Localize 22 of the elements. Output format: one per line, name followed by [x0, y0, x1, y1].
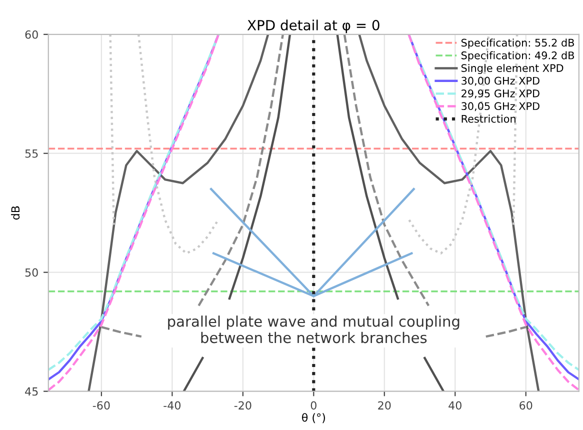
x-tick-label: -60 [92, 401, 110, 410]
x-tick-label: 60 [520, 401, 532, 410]
y-axis-title: dB [10, 206, 20, 220]
y-tick-label: 60 [25, 30, 38, 39]
legend-label: 30,00 GHz XPD [462, 76, 540, 86]
legend-label: Restriction [462, 114, 516, 123]
annotation: parallel plate wave and mutual coupling between the network branches [168, 316, 460, 344]
y-tick-label: 50 [25, 268, 38, 277]
legend-label: 30,05 GHz XPD [462, 102, 540, 112]
y-tick-label: 55 [25, 149, 38, 158]
legend-label: 29,95 GHz XPD [462, 89, 540, 98]
x-tick-label: -40 [164, 401, 181, 410]
x-tick-label: -20 [234, 401, 252, 410]
y-tick-label: 45 [25, 387, 38, 396]
legend-label: Specification: 55.2 dB [461, 38, 574, 49]
x-tick-label: 40 [448, 401, 462, 410]
legend-label: Specification: 49.2 dB [461, 51, 574, 62]
x-axis-title: θ (°) [302, 413, 325, 424]
x-tick-label: 0 [310, 401, 316, 410]
legend-label: Single element XPD [461, 64, 564, 74]
chart-title: XPD detail at φ = 0 [247, 20, 380, 34]
x-tick-label: 20 [378, 401, 391, 410]
